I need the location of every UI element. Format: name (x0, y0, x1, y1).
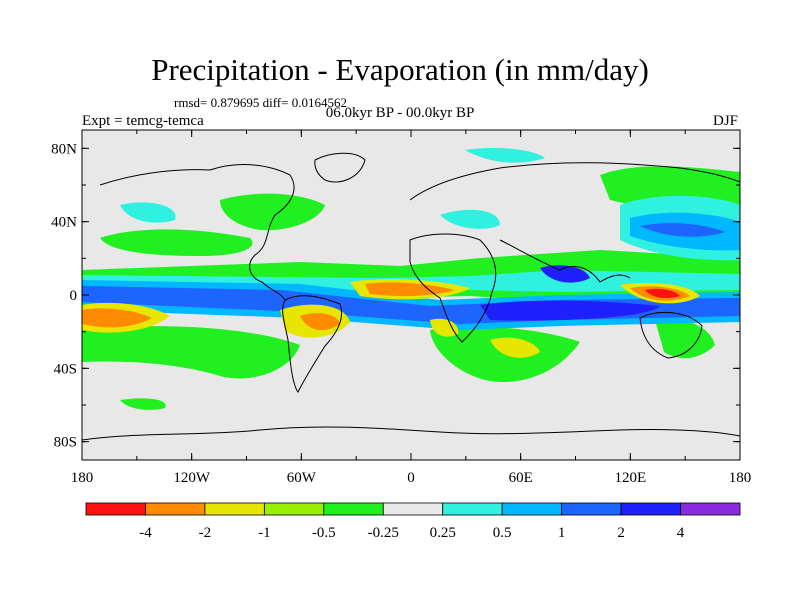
colorbar-swatch (85, 502, 146, 516)
anomaly-patch (220, 193, 325, 231)
longitude-axis: 180 120W 60W 0 60E 120E 180 (71, 130, 752, 486)
stats-line: rmsd= 0.879695 diff= 0.0164562 (174, 95, 347, 110)
lon-tick-label: 60W (287, 470, 317, 486)
anomaly-patch (480, 300, 660, 321)
colorbar-swatch (620, 502, 681, 516)
anomaly-patch (440, 209, 500, 229)
lon-tick-label: 60E (509, 470, 533, 486)
colorbar-label: -0.5 (312, 525, 336, 541)
colorbar-swatch (501, 502, 563, 516)
colorbar-swatch (323, 502, 384, 516)
coastlines (82, 152, 740, 441)
colorbar-label: 1 (558, 525, 566, 541)
anomaly-patch (490, 337, 540, 358)
anomaly-patch (120, 202, 176, 223)
anomaly-patch (82, 308, 152, 328)
colorbar-swatch (561, 502, 622, 516)
colorbar-label: 4 (677, 525, 685, 541)
experiment-label: Expt = temcg-temca (82, 113, 204, 129)
lat-tick-label: 80S (54, 435, 77, 451)
colorbar-swatch (145, 502, 206, 516)
colorbar-swatch (442, 502, 503, 516)
colorbar-label: 0.25 (430, 525, 456, 541)
colorbar-label: -1 (258, 525, 271, 541)
colorbar-swatch (263, 502, 325, 516)
colorbar-swatch (680, 502, 741, 516)
anomaly-patch (430, 318, 459, 337)
colorbar-label: 2 (617, 525, 625, 541)
latitude-axis: 80N 40N 0 40S 80S (51, 141, 740, 451)
chart-title: Precipitation - Evaporation (in mm/day) (151, 52, 649, 87)
colorbar-label: -2 (199, 525, 212, 541)
coastline-north-america (99, 164, 295, 301)
lon-tick-label: 120E (614, 470, 646, 486)
anomaly-patch (120, 398, 166, 410)
anomaly-patch (82, 326, 300, 379)
period-label: 06.0kyr BP - 00.0kyr BP (325, 105, 475, 121)
lat-tick-label: 40N (51, 215, 77, 231)
anomaly-patch (100, 229, 253, 256)
coastline-greenland (314, 152, 366, 183)
colorbar-label: -0.25 (368, 525, 399, 541)
coastline-asia-south (499, 239, 631, 283)
lon-tick-label: 180 (729, 470, 752, 486)
colorbar-label: -4 (139, 525, 152, 541)
anomaly-patch (300, 313, 340, 331)
anomaly-patch (540, 265, 590, 283)
anomaly-patch (645, 288, 680, 298)
colorbar: -4 -2 -1 -0.5 -0.25 0.25 0.5 1 2 4 (85, 502, 741, 541)
coastline-australia (639, 312, 703, 359)
lat-tick-label: 80N (51, 141, 77, 157)
lon-tick-label: 180 (71, 470, 94, 486)
colorbar-swatch (382, 502, 444, 516)
coastline-africa (409, 233, 497, 343)
anomaly-field (82, 147, 740, 410)
lon-tick-label: 0 (407, 470, 415, 486)
season-label: DJF (712, 113, 738, 129)
lat-tick-label: 0 (70, 288, 78, 304)
colorbar-label: 0.5 (493, 525, 512, 541)
anomaly-patch (655, 319, 715, 359)
lon-tick-label: 120W (173, 470, 211, 486)
colorbar-swatch (204, 502, 265, 516)
coastline-south-america (282, 295, 343, 393)
map-panel: 80N 40N 0 40S 80S 180 120W 60W 0 60E 120E 180 (51, 129, 752, 486)
anomaly-patch (465, 147, 545, 163)
anomaly-patch (640, 223, 725, 237)
coastline-antarctica (82, 426, 740, 441)
lat-tick-label: 40S (54, 361, 77, 377)
coastline-eurasia (409, 162, 740, 201)
